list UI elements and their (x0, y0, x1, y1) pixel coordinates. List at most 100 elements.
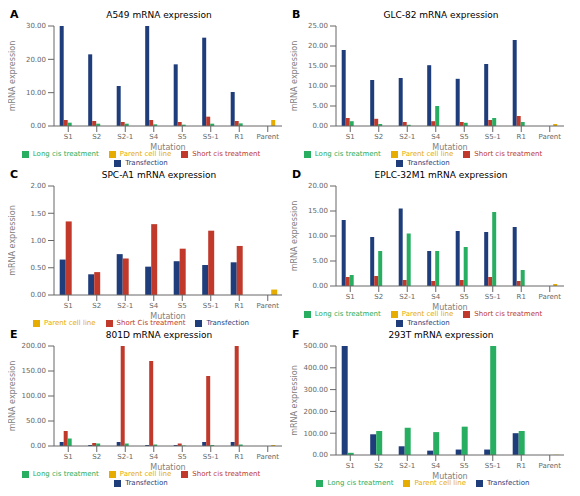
svg-text:Parent: Parent (257, 453, 280, 461)
svg-text:Parent: Parent (539, 133, 562, 141)
svg-text:10.00: 10.00 (308, 82, 328, 90)
svg-text:S2-1: S2-1 (399, 293, 415, 301)
svg-text:mRNA expression: mRNA expression (290, 201, 299, 272)
svg-text:0.00: 0.00 (312, 451, 328, 459)
svg-text:R1: R1 (517, 133, 526, 141)
svg-text:R1: R1 (235, 302, 244, 310)
svg-text:0.00: 0.00 (312, 122, 328, 130)
svg-text:5.00: 5.00 (312, 257, 328, 265)
svg-text:Mutation: Mutation (432, 472, 467, 481)
svg-text:S5-1: S5-1 (485, 462, 501, 470)
svg-text:S5: S5 (178, 453, 187, 461)
svg-text:20.00: 20.00 (308, 42, 328, 50)
html-text:EPLC-32M1 mRNA expression: EPLC-32M1 mRNA expression (374, 170, 508, 180)
svg-text:R1: R1 (517, 462, 526, 470)
html-text:GLC-82 mRNA expression: GLC-82 mRNA expression (383, 10, 499, 20)
svg-text:1.00: 1.00 (30, 237, 46, 245)
svg-text:Mutation: Mutation (150, 143, 185, 152)
svg-text:S1: S1 (64, 453, 73, 461)
svg-text:Mutation: Mutation (432, 143, 467, 152)
svg-text:S1: S1 (346, 293, 355, 301)
svg-text:S4: S4 (149, 133, 158, 141)
html-text:A: A (10, 8, 19, 21)
svg-text:0.00: 0.00 (30, 291, 46, 299)
svg-text:100.00: 100.00 (304, 430, 329, 438)
svg-text:2.00: 2.00 (30, 182, 46, 190)
svg-text:S4: S4 (431, 133, 440, 141)
svg-text:S2: S2 (374, 462, 383, 470)
svg-text:mRNA expression: mRNA expression (8, 205, 17, 276)
svg-text:S2: S2 (374, 133, 383, 141)
svg-text:150.00: 150.00 (22, 367, 47, 375)
svg-text:S5-1: S5-1 (485, 293, 501, 301)
svg-text:S5-1: S5-1 (203, 133, 219, 141)
svg-text:R1: R1 (235, 453, 244, 461)
svg-text:S1: S1 (346, 462, 355, 470)
svg-text:S2-1: S2-1 (117, 133, 133, 141)
svg-text:10.00: 10.00 (26, 89, 46, 97)
svg-text:0.00: 0.00 (312, 282, 328, 290)
svg-text:0.00: 0.00 (30, 442, 46, 450)
svg-text:300.00: 300.00 (304, 386, 329, 394)
svg-text:S5: S5 (178, 302, 187, 310)
svg-text:500.00: 500.00 (304, 342, 329, 350)
svg-text:10.00: 10.00 (308, 232, 328, 240)
svg-text:Parent: Parent (539, 293, 562, 301)
svg-text:20.00: 20.00 (26, 56, 46, 64)
svg-text:S2: S2 (92, 133, 101, 141)
svg-text:15.00: 15.00 (308, 62, 328, 70)
svg-text:S1: S1 (346, 133, 355, 141)
svg-text:R1: R1 (235, 133, 244, 141)
svg-text:mRNA expression: mRNA expression (8, 41, 17, 112)
svg-text:S1: S1 (64, 302, 73, 310)
svg-text:S5: S5 (178, 133, 187, 141)
svg-text:S2-1: S2-1 (399, 133, 415, 141)
svg-text:200.00: 200.00 (304, 408, 329, 416)
svg-text:S2: S2 (374, 293, 383, 301)
svg-text:S5: S5 (460, 462, 469, 470)
svg-text:200.00: 200.00 (22, 342, 47, 350)
svg-text:20.00: 20.00 (308, 182, 328, 190)
svg-text:mRNA expression: mRNA expression (8, 361, 17, 432)
html-text:SPC-A1 mRNA expression: SPC-A1 mRNA expression (101, 170, 217, 180)
svg-text:S5-1: S5-1 (203, 453, 219, 461)
html-text:B: B (292, 8, 301, 21)
svg-text:0.50: 0.50 (30, 264, 46, 272)
svg-text:400.00: 400.00 (304, 364, 329, 372)
svg-text:100.00: 100.00 (22, 392, 47, 400)
svg-text:S5: S5 (460, 133, 469, 141)
svg-text:Mutation: Mutation (150, 312, 185, 321)
svg-text:S1: S1 (64, 133, 73, 141)
svg-text:S4: S4 (431, 293, 440, 301)
svg-text:S4: S4 (431, 462, 440, 470)
svg-text:S2: S2 (92, 453, 101, 461)
svg-text:Parent: Parent (539, 462, 562, 470)
svg-text:Mutation: Mutation (432, 303, 467, 312)
html-text:293T mRNA expression: 293T mRNA expression (388, 330, 494, 340)
svg-text:25.00: 25.00 (308, 22, 328, 30)
svg-text:5.00: 5.00 (312, 102, 328, 110)
html-text:801D mRNA expression: 801D mRNA expression (105, 330, 213, 340)
svg-text:0.00: 0.00 (30, 122, 46, 130)
svg-text:S5-1: S5-1 (485, 133, 501, 141)
svg-text:S2-1: S2-1 (117, 302, 133, 310)
svg-text:Parent: Parent (257, 302, 280, 310)
svg-text:S2-1: S2-1 (399, 462, 415, 470)
svg-text:30.00: 30.00 (26, 22, 46, 30)
svg-text:15.00: 15.00 (308, 207, 328, 215)
html-text:A549 mRNA expression: A549 mRNA expression (106, 10, 212, 20)
svg-text:S4: S4 (149, 453, 158, 461)
svg-text:mRNA expression: mRNA expression (290, 41, 299, 112)
svg-text:Mutation: Mutation (150, 463, 185, 472)
svg-text:S2: S2 (92, 302, 101, 310)
svg-text:S2-1: S2-1 (117, 453, 133, 461)
svg-text:mRNA expression: mRNA expression (290, 365, 299, 436)
svg-text:R1: R1 (517, 293, 526, 301)
svg-text:50.00: 50.00 (26, 417, 46, 425)
svg-text:S5: S5 (460, 293, 469, 301)
svg-text:Parent: Parent (257, 133, 280, 141)
svg-text:S4: S4 (149, 302, 158, 310)
svg-text:1.50: 1.50 (30, 210, 46, 218)
html-text:D: D (292, 168, 302, 181)
svg-text:S5-1: S5-1 (203, 302, 219, 310)
